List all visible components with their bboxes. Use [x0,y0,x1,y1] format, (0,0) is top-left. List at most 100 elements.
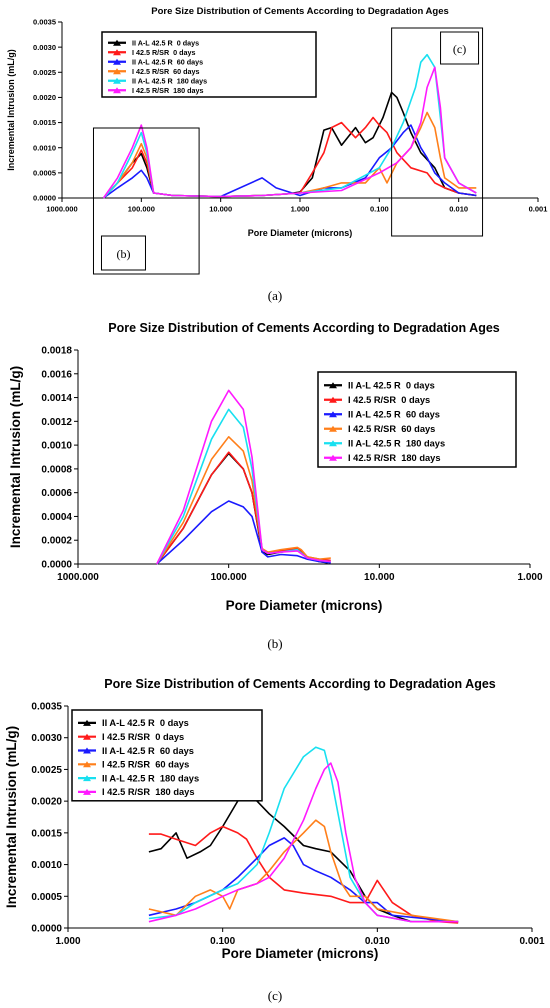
legend-marker [113,49,121,56]
zoom-box-c-label: (c) [453,42,466,56]
legend-label: II A-L 42.5 R 0 days [132,38,199,47]
legend-marker [83,775,91,782]
legend-label: II A-L 42.5 R 60 days [102,746,194,756]
chart-title: Pore Size Distribution of Cements Accord… [104,677,496,691]
caption-b: (b) [267,636,283,651]
y-tick-label: 0.0006 [41,488,72,499]
y-tick-label: 0.0004 [41,512,72,523]
x-axis-label: Pore Diameter (microns) [222,946,379,961]
chart-title: Pore Size Distribution of Cements Accord… [108,321,500,335]
series-line [102,66,477,199]
legend-label: I 42.5 R/SR 60 days [102,760,189,770]
y-tick-label: 0.0025 [33,68,56,77]
legend-marker [83,761,91,768]
y-tick-label: 0.0025 [31,765,62,776]
series-line [148,825,459,924]
y-tick-label: 0.0035 [31,702,62,713]
x-tick-label: 0.001 [529,205,548,214]
zoom-box-c [391,27,484,237]
zoom-box-b-label: (b) [116,247,130,261]
legend-marker [113,39,121,46]
x-tick-label: 1.000 [517,572,542,583]
legend-marker [113,77,121,84]
y-tick-label: 0.0002 [41,536,72,547]
y-tick-label: 0.0015 [31,828,62,839]
legend-label: I 42.5 R/SR 180 days [348,453,441,463]
legend-marker [113,68,121,75]
y-tick-label: 0.0008 [41,464,72,475]
chart-c-svg: Pore Size Distribution of Cements Accord… [4,677,545,961]
legend-marker [83,733,91,740]
legend-marker [83,788,91,795]
legend-label: II A-L 42.5 R 0 days [348,381,435,391]
zoom-box-c-tag [440,31,480,65]
y-tick-label: 0.0035 [33,18,56,27]
chart-panel-c: Pore Size Distribution of Cements Accord… [0,666,550,984]
legend-label: II A-L 42.5 R 0 days [102,718,189,728]
x-tick-label: 0.100 [210,936,235,947]
y-tick-label: 0.0030 [31,733,62,744]
y-tick-label: 0.0018 [41,346,72,357]
legend-label: I 42.5 R/SR 180 days [102,787,195,797]
legend-marker [113,58,121,65]
y-tick-label: 0.0012 [41,417,72,428]
chart-panel-b: Pore Size Distribution of Cements Accord… [0,312,550,630]
x-axis-label: Pore Diameter (microns) [248,228,353,238]
series-line [148,792,459,923]
caption-c: (c) [267,988,283,1003]
chart-title: Pore Size Distribution of Cements Accord… [151,6,449,17]
y-axis-label: Incremental Intrusion (mL/g) [6,49,16,171]
y-tick-label: 0.0014 [41,393,72,404]
chart-b-svg: Pore Size Distribution of Cements Accord… [8,321,543,613]
legend-marker [329,382,337,389]
series-line [103,124,477,199]
x-axis-label: Pore Diameter (microns) [226,598,383,613]
legend-marker [83,719,91,726]
x-tick-label: 1000.000 [57,572,99,583]
chart-panel-a: Pore Size Distribution of Cements Accord… [0,0,550,282]
y-tick-label: 0.0000 [33,194,56,203]
x-tick-label: 0.100 [370,205,389,214]
y-tick-label: 0.0010 [41,441,72,452]
legend-label: I 42.5 R/SR 60 days [348,424,435,434]
legend-marker [329,411,337,418]
caption-a: (a) [267,288,283,303]
series-line [148,762,459,923]
y-tick-label: 0.0020 [31,797,62,808]
series-line [156,436,331,565]
series-line [156,389,331,565]
x-tick-label: 100.000 [128,205,155,214]
y-axis-label: Incremental Intrusion (mL/g) [4,726,19,908]
legend-label: II A-L 42.5 R 180 days [348,439,445,449]
legend-marker [113,87,121,94]
legend-label: II A-L 42.5 R 180 days [102,773,199,783]
x-tick-label: 0.001 [519,936,544,947]
series-line [148,819,459,923]
x-tick-label: 10.000 [364,572,395,583]
legend-label: I 42.5 R/SR 180 days [132,86,204,95]
legend-label: I 42.5 R/SR 0 days [348,395,430,405]
y-tick-label: 0.0015 [33,118,56,127]
legend-marker [329,396,337,403]
y-tick-label: 0.0010 [31,860,62,871]
y-tick-label: 0.0000 [31,924,62,935]
legend-marker [329,425,337,432]
y-tick-label: 0.0000 [41,560,72,571]
series-line [102,111,477,199]
y-tick-label: 0.0005 [33,168,56,177]
y-tick-label: 0.0016 [41,369,72,380]
y-tick-label: 0.0030 [33,43,56,52]
y-axis-label: Incremental Intrusion (mL/g) [8,366,23,548]
legend-label: II A-L 42.5 R 60 days [348,410,440,420]
x-tick-label: 0.010 [449,205,468,214]
legend-marker [329,454,337,461]
legend-label: I 42.5 R/SR 60 days [132,67,200,76]
legend-label: I 42.5 R/SR 0 days [132,48,196,57]
x-tick-label: 1000.000 [46,205,77,214]
legend-box [71,709,263,802]
y-tick-label: 0.0010 [33,143,56,152]
y-tick-label: 0.0020 [33,93,56,102]
series-line [156,500,331,565]
legend-label: II A-L 42.5 R 180 days [132,76,207,85]
legend-marker [329,440,337,447]
